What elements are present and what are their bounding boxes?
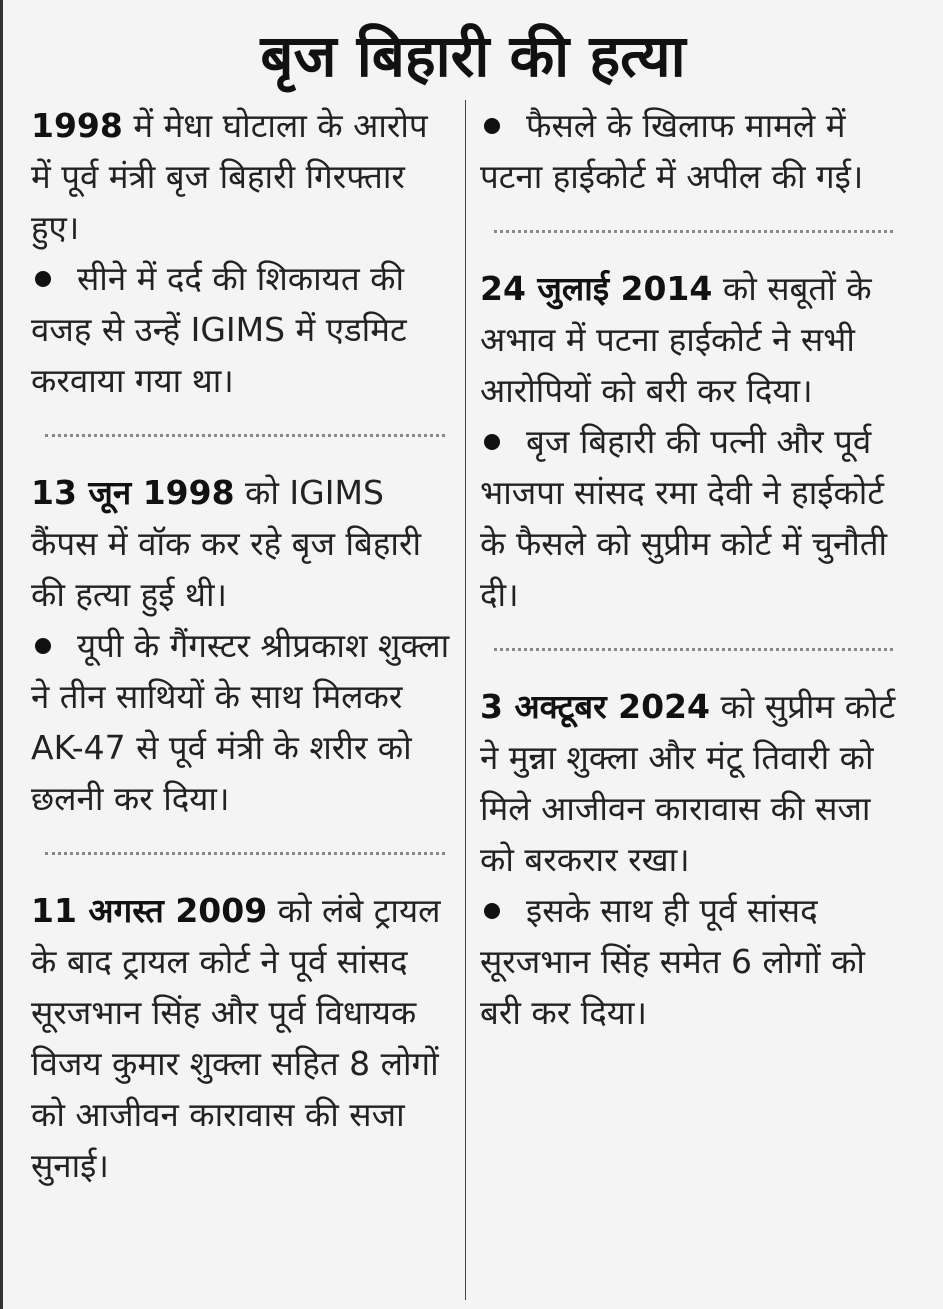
columns: 1998 में मेधा घोटाला के आरोप में पूर्व म… [3,100,943,1300]
paragraph: 13 जून 1998 को IGIMS कैंपस में वॉक कर रह… [31,467,453,620]
lead-text: 1998 [31,106,123,145]
paragraph: 1998 में मेधा घोटाला के आरोप में पूर्व म… [31,100,453,253]
bullet-item: यूपी के गैंगस्टर श्रीप्रकाश शुक्ला ने ती… [31,620,453,824]
paragraph: 24 जुलाई 2014 को सबूतों के अभाव में पटना… [480,263,901,416]
paragraph: 3 अक्टूबर 2024 को सुप्रीम कोर्ट ने मुन्न… [480,681,901,885]
separator [494,648,893,651]
body-text: को सुप्रीम कोर्ट ने मुन्ना शुक्ला और मंट… [480,687,896,879]
paragraph: 11 अगस्त 2009 को लंबे ट्रायल के बाद ट्रा… [31,885,453,1191]
bullet-item: इसके साथ ही पूर्व सांसद सूरजभान सिंह समे… [480,885,901,1038]
separator [494,230,893,233]
bullet-item: बृज बिहारी की पत्नी और पूर्व भाजपा सांसद… [480,416,901,620]
body-text: को सबूतों के अभाव में पटना हाईकोर्ट ने स… [480,269,872,410]
lead-text: 24 जुलाई 2014 [480,269,713,308]
separator [45,434,445,437]
separator [45,852,445,855]
column: 1998 में मेधा घोटाला के आरोप में पूर्व म… [31,100,466,1300]
title: बृज बिहारी की हत्या [260,22,686,90]
body-text: को लंबे ट्रायल के बाद ट्रायल कोर्ट ने पू… [31,891,441,1185]
body-text: में मेधा घोटाला के आरोप में पूर्व मंत्री… [31,106,428,247]
body-text: को IGIMS कैंपस में वॉक कर रहे बृज बिहारी… [31,473,422,614]
lead-text: 3 अक्टूबर 2024 [480,687,710,726]
lead-text: 13 जून 1998 [31,473,235,512]
lead-text: 11 अगस्त 2009 [31,891,268,930]
column: फैसले के खिलाफ मामले में पटना हाईकोर्ट म… [466,100,901,1300]
bullet-item: फैसले के खिलाफ मामले में पटना हाईकोर्ट म… [480,100,901,202]
bullet-item: सीने में दर्द की शिकायत की वजह से उन्हें… [31,253,453,406]
